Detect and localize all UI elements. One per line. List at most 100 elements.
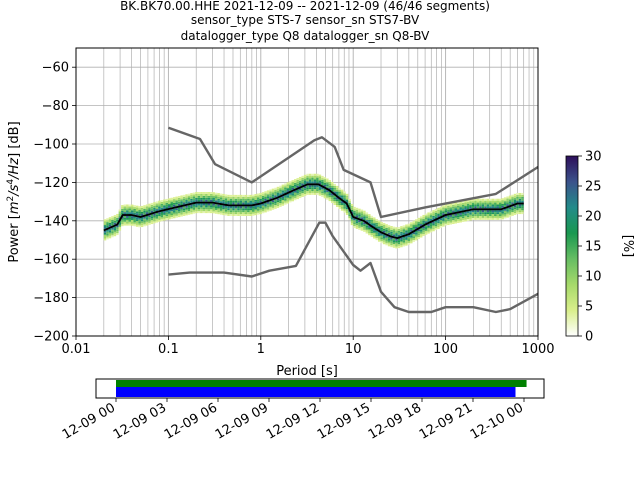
density-cell: [192, 194, 196, 197]
density-cell: [160, 205, 164, 208]
y-tick-label: −140: [33, 214, 69, 229]
density-cell: [256, 199, 260, 202]
density-cell: [338, 206, 341, 209]
density-cell: [452, 216, 455, 219]
density-cell: [128, 223, 131, 226]
density-cell: [434, 228, 438, 231]
density-cell: [308, 173, 312, 176]
density-cell: [133, 220, 136, 223]
density-cell: [303, 182, 307, 185]
density-cell: [503, 210, 507, 213]
density-cell: [232, 194, 235, 197]
density-cell: [247, 196, 250, 199]
density-cell: [172, 200, 176, 203]
density-cell: [274, 205, 277, 207]
density-cell: [155, 214, 159, 217]
density-cell: [281, 203, 285, 206]
density-cell: [326, 193, 329, 196]
mean-line: [103, 183, 524, 239]
density-cell: [128, 204, 131, 207]
density-cell: [471, 200, 475, 203]
density-cell: [212, 205, 215, 208]
density-cell: [343, 206, 346, 209]
density-cell: [429, 218, 433, 221]
density-cell: [234, 194, 238, 197]
density-cell: [363, 214, 366, 217]
density-cell: [123, 217, 127, 220]
density-cell: [331, 201, 334, 204]
density-cell: [113, 217, 117, 219]
density-cell: [365, 216, 369, 219]
density-cell: [205, 193, 208, 196]
density-cell: [293, 181, 297, 183]
density-cell: [355, 215, 359, 218]
density-cell: [205, 199, 208, 202]
density-cell: [498, 212, 502, 215]
density-cell: [392, 240, 396, 243]
density-cell: [205, 192, 208, 194]
density-cell: [437, 213, 440, 216]
density-cell: [392, 228, 396, 231]
density-cell: [195, 192, 198, 194]
density-cell: [232, 200, 235, 203]
density-cell: [190, 196, 193, 199]
density-cell: [377, 239, 381, 242]
density-cell: [375, 219, 378, 221]
density-cell: [373, 217, 376, 220]
density-cell: [437, 215, 440, 218]
density-cell: [449, 209, 453, 212]
density-cell: [318, 186, 322, 189]
density-cell: [106, 222, 109, 225]
density-cell: [321, 177, 324, 180]
density-cell: [135, 205, 139, 208]
density-cell: [432, 215, 435, 218]
density-cell: [276, 194, 280, 197]
density-cell: [165, 202, 169, 205]
density-cell: [108, 234, 112, 237]
density-cell: [454, 221, 458, 224]
density-cell: [464, 217, 467, 220]
density-cell: [390, 243, 393, 246]
density-cell: [466, 203, 470, 206]
density-cell: [419, 235, 423, 238]
density-cell: [424, 230, 428, 233]
density-cell: [345, 199, 349, 202]
density-cell: [377, 234, 381, 236]
density-cell: [207, 195, 211, 198]
density-cell: [202, 203, 206, 206]
density-cell: [397, 234, 401, 237]
density-cell: [432, 221, 435, 224]
density-cell: [343, 193, 346, 196]
density-cell: [298, 184, 302, 187]
density-cell: [508, 201, 512, 204]
density-cell: [303, 188, 307, 191]
density-cell: [466, 205, 470, 208]
density-cell: [521, 194, 524, 197]
density-cell: [375, 226, 378, 229]
density-cell: [348, 200, 351, 203]
density-cell: [165, 218, 169, 221]
density-cell: [321, 179, 324, 182]
density-cell: [244, 206, 248, 209]
density-cell: [345, 209, 349, 212]
density-cell: [439, 212, 443, 215]
density-cell: [197, 203, 201, 206]
density-cell: [239, 206, 243, 209]
density-cell: [489, 212, 492, 215]
density-cell: [214, 200, 218, 203]
density-cell: [397, 240, 401, 243]
density-cell: [508, 197, 512, 200]
density-cell: [494, 210, 497, 213]
density-cell: [185, 213, 188, 216]
density-cell: [148, 211, 151, 214]
density-cell: [177, 195, 181, 198]
density-cell: [133, 222, 136, 225]
density-cell: [415, 234, 418, 237]
density-cell: [370, 215, 374, 218]
density-cell: [328, 193, 332, 196]
density-cell: [516, 212, 519, 215]
density-cell: [106, 233, 109, 236]
density-cell: [400, 239, 403, 242]
colorbar-tick-label: 20: [585, 210, 602, 225]
density-cell: [457, 205, 460, 208]
